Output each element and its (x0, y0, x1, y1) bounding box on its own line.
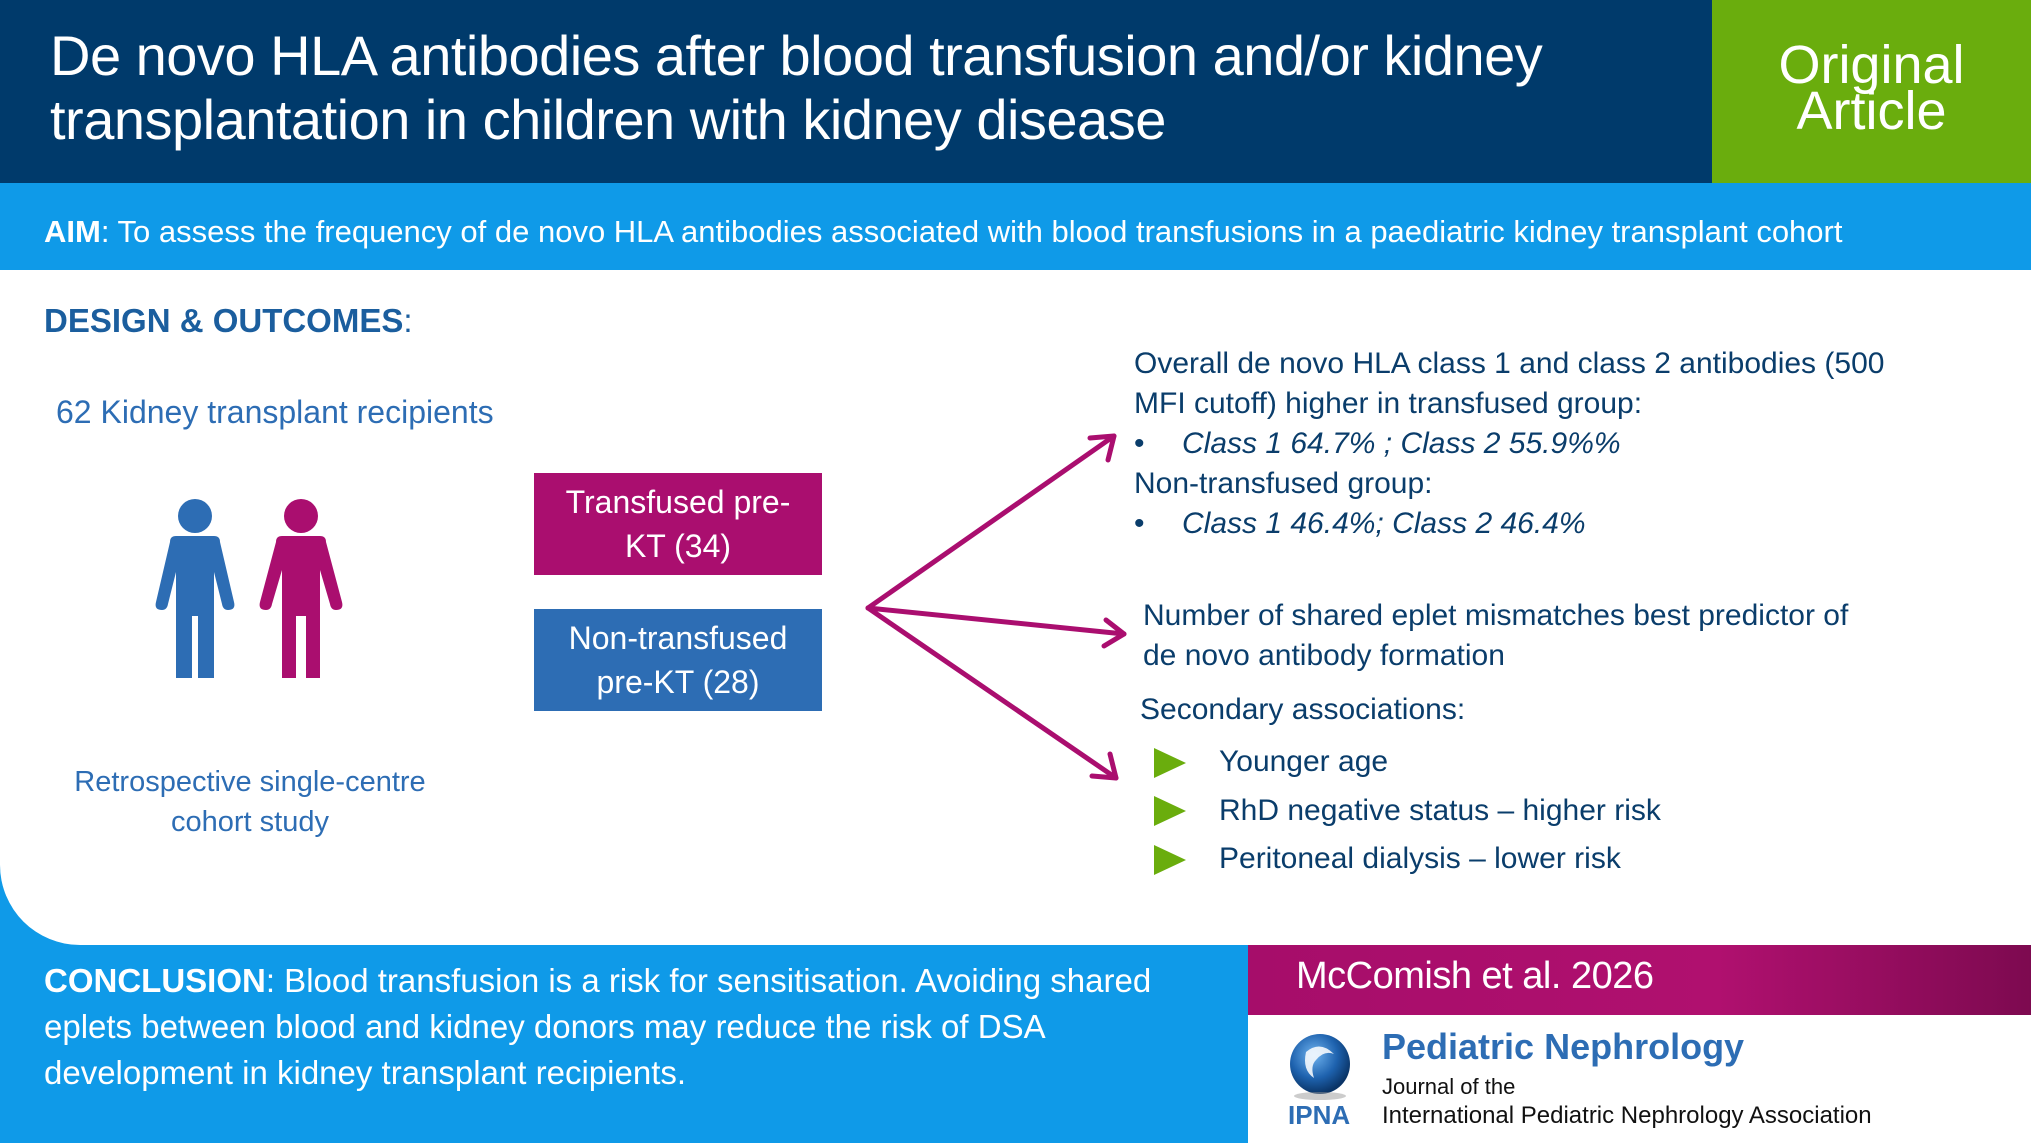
transfused-result-text: Class 1 64.7% ; Class 2 55.9%% (1182, 427, 1621, 460)
female-person-icon (259, 499, 343, 678)
predictor-line-1: Number of shared eplet mismatches best p… (1143, 599, 1849, 632)
triangle-bullet-icon (1154, 796, 1186, 826)
nontransfused-line-2: pre-KT (28) (596, 664, 760, 700)
design-colon: : (403, 302, 413, 339)
aim-label: AIM (44, 214, 101, 249)
nontransfused-result-text: Class 1 46.4%; Class 2 46.4% (1182, 507, 1586, 540)
secondary-item: Younger age (1219, 745, 1389, 778)
recipients-count: 62 Kidney transplant recipients (56, 394, 494, 430)
arrow-icon-middle (865, 605, 1127, 637)
journal-subtitle: Journal of the (1382, 1074, 1516, 1099)
citation-bar (1248, 945, 2031, 1015)
triangle-bullet-icon (1154, 748, 1186, 778)
journal-name: Pediatric Nephrology (1382, 1026, 1745, 1067)
secondary-heading: Secondary associations: (1140, 693, 1466, 726)
transfused-line-1: Transfused pre- (565, 484, 791, 520)
nontransfused-result: • Class 1 46.4%; Class 2 46.4% (1134, 504, 1954, 544)
study-type: Retrospective single-centre cohort study (40, 762, 460, 842)
title-line-1: De novo HLA antibodies after blood trans… (50, 24, 1543, 87)
overall-outcome: Overall de novo HLA class 1 and class 2 … (1134, 344, 1954, 544)
conclusion-line-2: eplets between blood and kidney donors m… (44, 1008, 1046, 1045)
secondary-item: RhD negative status – higher risk (1219, 794, 1661, 827)
nontransfused-group-box: Non-transfused pre-KT (28) (534, 609, 822, 711)
page-title: De novo HLA antibodies after blood trans… (50, 24, 1610, 152)
outcome-arrows (865, 433, 1127, 781)
study-line-2: cohort study (171, 806, 329, 838)
journal-logo-icon (1290, 1034, 1350, 1100)
badge-line-2: Article (1796, 81, 1947, 141)
nontransfused-label: Non-transfused group: (1134, 467, 1433, 500)
citation: McComish et al. 2026 (1296, 955, 1654, 997)
ipna-logo-text: IPNA (1288, 1100, 1351, 1130)
predictor-line-2: de novo antibody formation (1143, 639, 1505, 672)
journal-block (1248, 1015, 2031, 1143)
transfused-group-box: Transfused pre- KT (34) (534, 473, 822, 575)
nontransfused-line-1: Non-transfused (568, 620, 788, 656)
transfused-result: • Class 1 64.7% ; Class 2 55.9%% (1134, 424, 1954, 464)
male-person-icon (155, 499, 235, 678)
triangle-bullet-icon (1154, 845, 1186, 875)
secondary-item: Peritoneal dialysis – lower risk (1219, 842, 1621, 875)
article-type-label: Original Article (1712, 35, 2031, 141)
overall-line-1: Overall de novo HLA class 1 and class 2 … (1134, 347, 1885, 380)
aim-section: AIM: To assess the frequency of de novo … (44, 210, 2004, 254)
header-bar (0, 0, 1712, 183)
conclusion-section: CONCLUSION: Blood transfusion is a risk … (44, 958, 1244, 1096)
transfused-line-2: KT (34) (624, 528, 732, 564)
title-line-2: transplantation in children with kidney … (50, 88, 1166, 151)
article-type-badge (1712, 0, 2031, 183)
people-icon-group (155, 499, 343, 678)
badge-line-1: Original (1778, 35, 1965, 95)
aim-text: : To assess the frequency of de novo HLA… (100, 214, 1843, 249)
study-line-1: Retrospective single-centre (74, 766, 426, 798)
journal-association: International Pediatric Nephrology Assoc… (1382, 1102, 1872, 1129)
conclusion-line-3: development in kidney transplant recipie… (44, 1054, 687, 1091)
design-label: DESIGN & OUTCOMES (44, 302, 404, 339)
design-heading: DESIGN & OUTCOMES: (44, 302, 413, 340)
overall-line-2: MFI cutoff) higher in transfused group: (1134, 387, 1643, 420)
arrow-icon-lower (865, 605, 1119, 781)
conclusion-line-1: : Blood transfusion is a risk for sensit… (265, 962, 1152, 999)
bullet-icon: • (1134, 507, 1145, 540)
conclusion-label: CONCLUSION (44, 962, 266, 999)
arrow-icon-upper (865, 433, 1117, 611)
predictor-outcome: Number of shared eplet mismatches best p… (1143, 596, 1963, 676)
bullet-icon: • (1134, 427, 1145, 460)
